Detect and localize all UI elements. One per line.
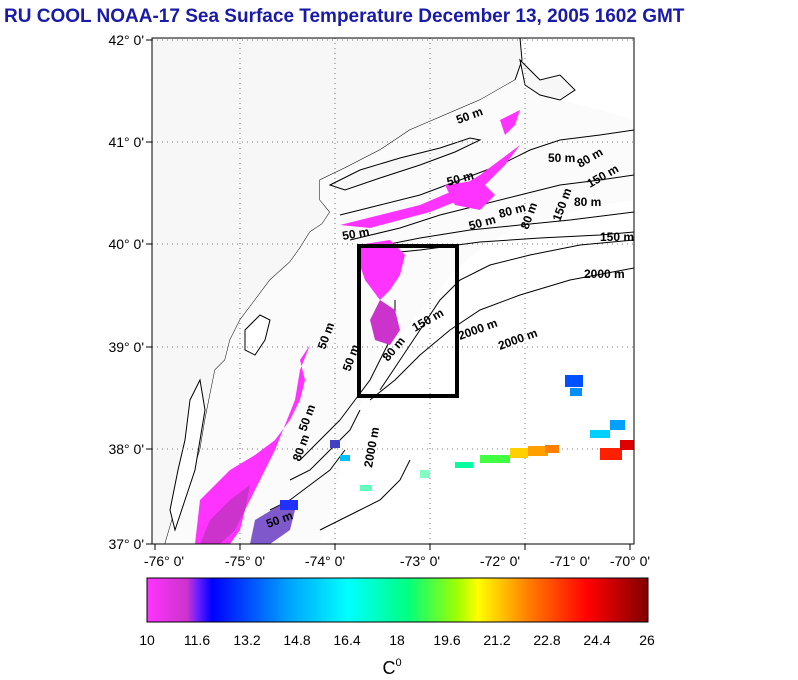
colorbar-tick-label: 13.2 bbox=[233, 632, 260, 648]
colorbar-gradient bbox=[146, 577, 649, 623]
colorbar-tick-label: 18 bbox=[389, 632, 405, 648]
lat-label: 38° 0' bbox=[108, 441, 144, 457]
offshore-sst-patches bbox=[280, 375, 634, 510]
lon-ticks bbox=[154, 544, 631, 550]
colorbar-tick-label: 11.6 bbox=[184, 632, 210, 648]
lon-label: -76° 0' bbox=[144, 553, 184, 569]
colorbar-tick-label: 14.8 bbox=[283, 632, 310, 648]
lon-label: -71° 0' bbox=[550, 553, 590, 569]
bathymetry-contours bbox=[269, 129, 634, 531]
lat-label: 42° 0' bbox=[108, 32, 144, 48]
lat-label: 41° 0' bbox=[108, 134, 144, 150]
cape-cod-coast bbox=[519, 58, 576, 101]
contour-label: 50 m bbox=[341, 224, 370, 243]
colorbar-unit-label: C0 bbox=[382, 657, 401, 678]
sst-pixels bbox=[195, 110, 520, 544]
contour-label: 80 m bbox=[497, 200, 527, 221]
lat-label: 39° 0' bbox=[108, 339, 144, 355]
colorbar-tick-label: 16.4 bbox=[333, 632, 360, 648]
lat-label: 37° 0' bbox=[108, 536, 144, 552]
lat-label: 40° 0' bbox=[108, 236, 144, 252]
delaware-bay bbox=[244, 314, 271, 356]
colorbar-tick-label: 26 bbox=[639, 632, 655, 648]
lon-label: -74° 0' bbox=[305, 553, 345, 569]
long-island-coast bbox=[328, 137, 482, 191]
lon-label: -75° 0' bbox=[225, 553, 265, 569]
chesapeake-bay bbox=[169, 378, 206, 532]
unit-superscript: 0 bbox=[395, 657, 401, 669]
contour-label: 80 m bbox=[574, 195, 601, 209]
lon-labels: -76° 0' -75° 0' -74° 0' -73° 0' -72° 0' … bbox=[144, 553, 650, 569]
plot-frame bbox=[151, 37, 635, 545]
colorbar-tick-label: 19.6 bbox=[433, 632, 460, 648]
lon-label: -72° 0' bbox=[480, 553, 520, 569]
lon-label: -70° 0' bbox=[610, 553, 650, 569]
map-title: RU COOL NOAA-17 Sea Surface Temperature … bbox=[4, 6, 685, 27]
contour-label: 2000 m bbox=[584, 267, 625, 281]
contour-label: 50 m bbox=[467, 212, 497, 233]
colorbar-tick-label: 10 bbox=[139, 632, 155, 648]
contour-label: 50 m bbox=[445, 168, 475, 189]
contour-label: 150 m bbox=[600, 230, 634, 244]
colorbar-tick-label: 24.4 bbox=[583, 632, 610, 648]
colorbar-tick-label: 22.8 bbox=[533, 632, 560, 648]
contour-label: 50 m bbox=[548, 151, 575, 165]
study-area-box[interactable] bbox=[357, 244, 459, 398]
unit-letter: C bbox=[382, 658, 395, 678]
lat-labels: 42° 0' 41° 0' 40° 0' 39° 0' 38° 0' 37° 0… bbox=[108, 32, 144, 552]
colorbar-tick-label: 21.2 bbox=[483, 632, 510, 648]
contour-label: 2000 m bbox=[361, 426, 382, 469]
grid-lines bbox=[152, 38, 634, 544]
colorbar-ticks: 10 11.6 13.2 14.8 16.4 18 19.6 21.2 22.8… bbox=[139, 632, 655, 648]
lat-ticks bbox=[146, 39, 152, 545]
lon-label: -73° 0' bbox=[400, 553, 440, 569]
